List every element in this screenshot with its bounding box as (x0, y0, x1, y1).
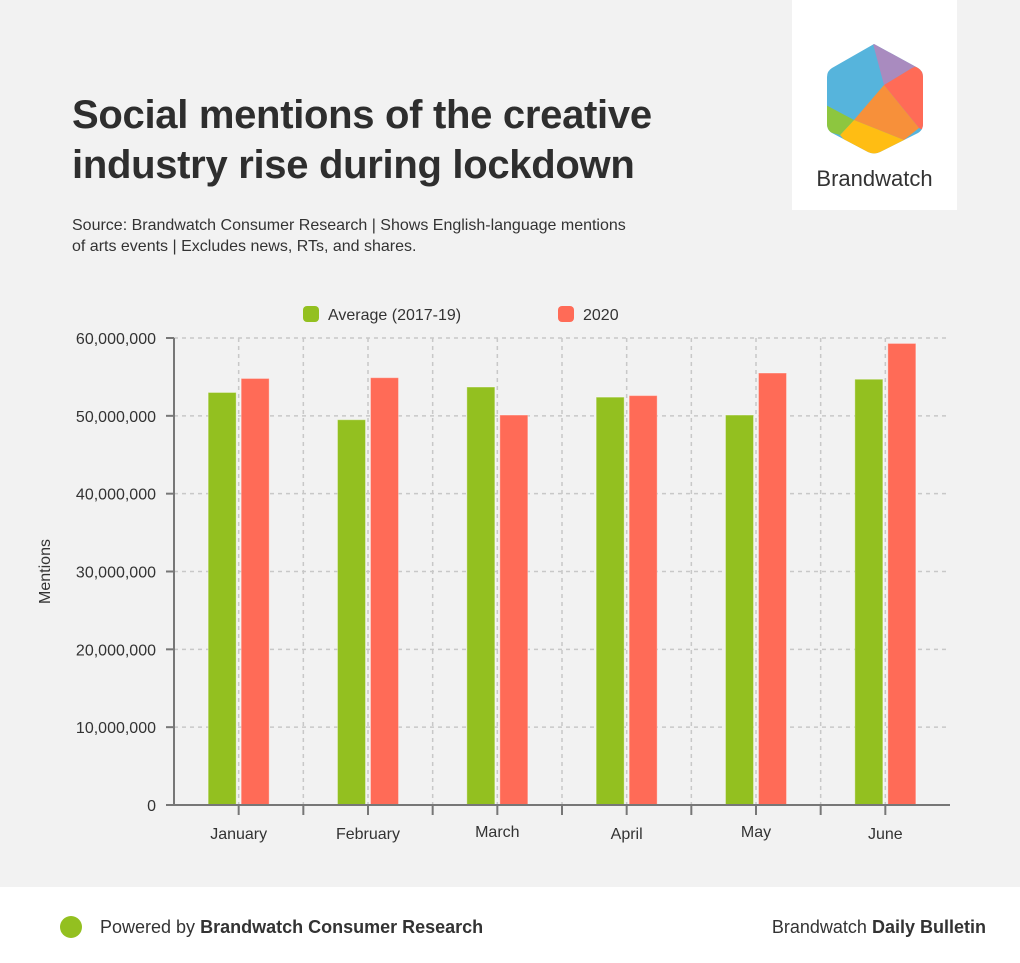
chart-subtitle: Source: Brandwatch Consumer Research | S… (72, 217, 626, 255)
legend-label: Average (2017-19) (328, 307, 461, 324)
footer-dot-icon (60, 916, 82, 938)
footer-powered-prefix: Powered by (100, 917, 196, 937)
bar-2020 (499, 414, 529, 806)
y-tick-label: 20,000,000 (76, 642, 156, 659)
bar-average (725, 414, 754, 806)
footer-publication: Brandwatch Daily Bulletin (772, 917, 986, 938)
y-tick-label: 10,000,000 (76, 720, 156, 737)
brand-logo: Brandwatch (792, 0, 957, 210)
x-tick-label: February (336, 826, 400, 843)
y-axis-label: Mentions (37, 539, 54, 604)
footer: Powered by Brandwatch Consumer Research … (0, 887, 1020, 963)
bar-average (854, 378, 884, 806)
footer-right-prefix: Brandwatch (771, 917, 867, 937)
bar-2020 (758, 372, 787, 806)
bar-2020 (370, 377, 399, 806)
legend-swatch-icon (303, 306, 319, 322)
x-tick-label: March (475, 824, 519, 841)
brandwatch-hexagon-icon (827, 44, 923, 154)
footer-powered-by: Powered by Brandwatch Consumer Research (100, 917, 483, 938)
bar-average (595, 396, 625, 806)
bar-average (207, 391, 237, 806)
bar-2020 (628, 395, 658, 806)
x-tick-label: June (868, 826, 903, 843)
y-tick-label: 0 (147, 798, 156, 815)
brand-logo-text: Brandwatch (816, 166, 933, 191)
bar-average (466, 386, 496, 806)
legend-swatch-icon (558, 306, 574, 322)
x-tick-label: May (741, 824, 771, 841)
bar-2020 (887, 342, 917, 806)
footer-powered-brand: Brandwatch Consumer Research (200, 917, 484, 937)
footer-right-brand: Daily Bulletin (871, 917, 986, 937)
legend-label: 2020 (583, 307, 619, 324)
y-tick-label: 30,000,000 (76, 565, 156, 582)
bar-chart: 0 10,000,000 20,000,000 30,000,000 40,000,00… (37, 306, 950, 843)
bar-average (337, 419, 366, 806)
y-tick-label: 50,000,000 (76, 409, 156, 426)
y-tick-label: 40,000,000 (76, 487, 156, 504)
chart-title: Social mentions of the creative industry… (72, 93, 652, 187)
x-tick-label: April (611, 826, 643, 843)
x-tick-label: January (210, 826, 267, 843)
bar-2020 (240, 377, 270, 806)
y-tick-label: 60,000,000 (76, 331, 156, 348)
